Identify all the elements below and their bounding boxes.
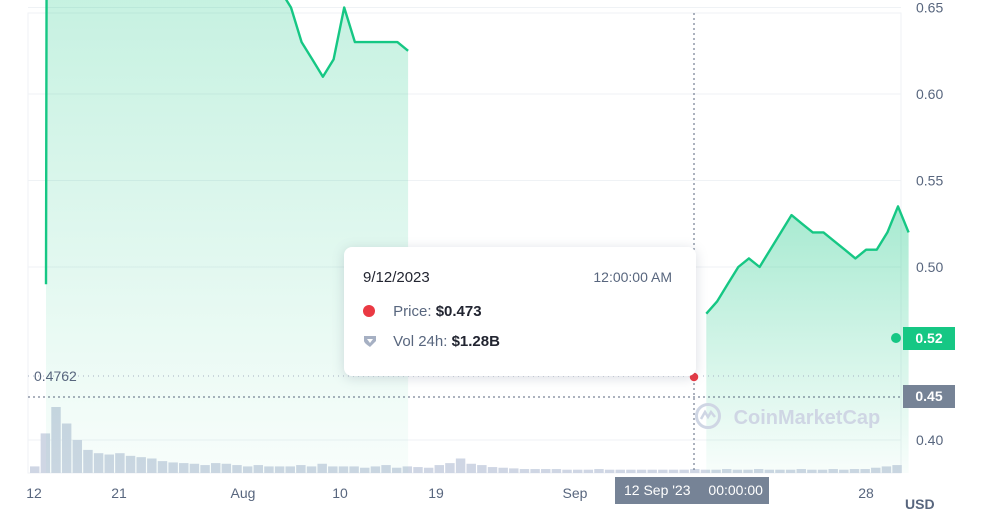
tooltip-time: 12:00:00 AM	[593, 269, 672, 285]
x-tick-label: 28	[858, 485, 874, 501]
volume-bar	[615, 469, 625, 473]
volume-bar	[509, 468, 519, 473]
volume-bar	[40, 433, 51, 473]
y-tick-label: 0.65	[916, 0, 943, 16]
volume-bar	[487, 467, 498, 473]
volume-bar	[530, 469, 540, 473]
volume-bar	[455, 458, 466, 473]
crosshair-date-text: 12 Sep '23	[624, 482, 691, 498]
volume-bar	[572, 469, 583, 473]
volume-bar	[519, 469, 530, 473]
crosshair-date-badge: 12 Sep '23 00:00:00	[615, 477, 769, 504]
volume-bar	[445, 463, 455, 473]
tooltip-volume-row: Vol 24h: $1.28B	[363, 333, 500, 350]
crosshair-price-badge: 0.45	[903, 385, 955, 408]
volume-bar	[583, 469, 594, 473]
y-tick-label: 0.55	[916, 173, 943, 189]
y-tick-label: 0.40	[916, 432, 943, 448]
y-tick-label: 0.50	[916, 259, 943, 275]
price-after-line	[705, 205, 910, 315]
volume-bar	[413, 467, 423, 473]
tooltip-price-value: $0.473	[435, 303, 482, 320]
watermark-text: CoinMarketCap	[733, 407, 881, 429]
volume-bar	[541, 469, 551, 473]
price-series	[44, 0, 910, 473]
start-price-label: 0.4762	[34, 368, 77, 384]
volume-bar	[498, 467, 508, 473]
tooltip-price-label: Price:	[393, 303, 432, 320]
x-tick-label: 21	[111, 485, 127, 501]
volume-bar	[626, 469, 636, 473]
volume-bar	[477, 465, 487, 473]
x-tick-label: Aug	[231, 485, 256, 501]
current-price-badge: 0.52	[903, 327, 955, 350]
volume-bar	[551, 469, 562, 473]
volume-bar	[668, 469, 679, 473]
x-tick-label: 19	[428, 485, 444, 501]
x-tick-label: 10	[332, 485, 348, 501]
tooltip-volume-label: Vol 24h:	[393, 333, 448, 350]
tooltip-date: 9/12/2023	[363, 269, 430, 286]
coinmarketcap-logo-icon	[695, 403, 721, 429]
volume-bar	[466, 463, 476, 473]
volume-bar	[434, 465, 445, 473]
currency-label: USD	[905, 496, 935, 512]
y-tick-label: 0.60	[916, 86, 943, 102]
volume-bar	[690, 469, 700, 473]
price-dot-icon	[363, 305, 375, 317]
x-tick-label: Sep	[563, 485, 588, 501]
volume-bar	[604, 469, 615, 473]
volume-bar	[636, 469, 647, 473]
volume-bar	[594, 469, 604, 473]
volume-bar	[30, 466, 40, 473]
price-before-line	[44, 0, 409, 285]
last-price-point	[891, 333, 901, 343]
price-before-area	[46, 0, 409, 473]
price-tooltip: 9/12/2023 12:00:00 AM Price: $0.473 Vol …	[344, 247, 696, 376]
volume-bar	[647, 469, 657, 473]
tooltip-price-row: Price: $0.473	[363, 303, 482, 320]
volume-bar	[700, 469, 711, 473]
price-after-area	[706, 206, 909, 473]
volume-bar	[423, 467, 434, 473]
y-axis-ticks: 0.850.800.750.700.650.600.550.500.40	[916, 0, 943, 448]
tooltip-volume-value: $1.28B	[451, 333, 500, 350]
volume-shield-icon	[364, 336, 376, 347]
volume-bar	[562, 469, 572, 473]
volume-bar	[679, 469, 689, 473]
watermark: CoinMarketCap	[694, 402, 880, 436]
volume-bar	[658, 469, 668, 473]
crosshair-time-text: 00:00:00	[708, 482, 763, 498]
x-tick-label: 12	[26, 485, 42, 501]
